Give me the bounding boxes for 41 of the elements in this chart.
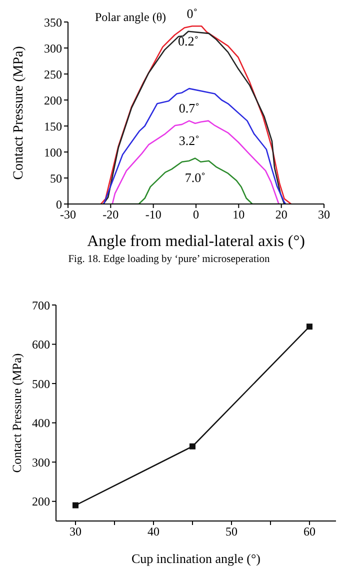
series-label: 0.2˚ [178,33,199,48]
x-tick-label: -10 [145,208,162,222]
y-tick-label: 150 [44,119,62,134]
point [306,324,312,330]
y-tick-label: 300 [44,41,62,56]
y-tick-label: 200 [44,93,62,108]
x-tick-label: 50 [225,524,238,539]
x-tick-label: 0 [193,208,199,222]
y-tick-label: 400 [32,416,50,430]
line-series [112,120,280,204]
x-tick-label: -30 [60,208,76,222]
series-label: 0.7˚ [178,100,200,116]
y-tick-label: 250 [44,67,62,82]
x-tick-label: 40 [147,524,160,539]
series-label: 7.0˚ [184,170,206,186]
point [72,502,78,508]
y-tick-label: 100 [44,145,62,160]
x-tick-label: 30 [318,208,330,222]
x-tick-label: 60 [303,524,316,539]
y-tick-label: 350 [44,15,62,30]
x-tick-label: 10 [232,208,245,222]
y-tick-label: 200 [32,494,50,509]
series-label: 0˚ [186,6,198,22]
point [189,443,196,450]
x-axis-title: Angle from medial-lateral axis (°) [87,233,305,250]
x-tick-label: -20 [102,208,119,222]
y-tick-label: 300 [32,455,50,470]
y-tick-label: 50 [50,171,62,186]
line-series [103,88,286,204]
y-tick-label: 600 [32,338,50,352]
series-label: 3.2˚ [178,132,200,148]
y-tick-label: 700 [32,298,50,312]
y-axis-title: Contact Pressure (MPa) [12,46,26,180]
caption: Fig. 18. Edge loading by ‘pure’ microseperation [67,254,271,265]
legend-title: Polar angle (θ) [95,10,166,25]
y-axis-title: Contact Pressure (MPa) [10,353,24,473]
x-tick-label: 30 [70,524,82,539]
y-tick-label: 500 [32,376,50,391]
y-tick-label: 0 [56,197,62,212]
x-axis-title: Cup inclination angle (°) [131,551,261,566]
x-tick-label: 20 [275,208,288,222]
